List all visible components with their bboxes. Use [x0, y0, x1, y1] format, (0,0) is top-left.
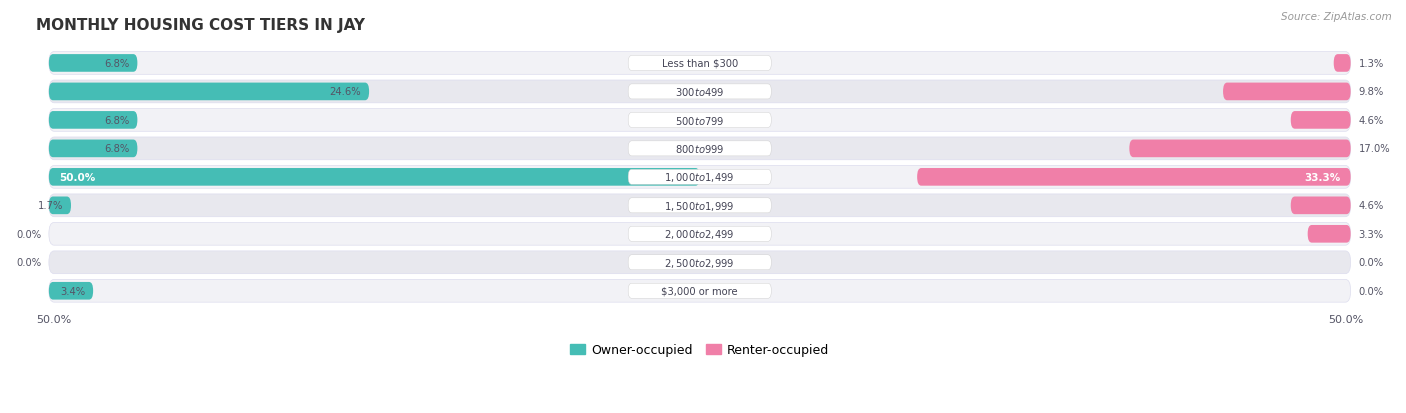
Text: $800 to $999: $800 to $999 — [675, 143, 724, 155]
Text: $3,000 or more: $3,000 or more — [661, 286, 738, 296]
FancyBboxPatch shape — [49, 52, 1351, 75]
FancyBboxPatch shape — [49, 280, 1351, 302]
Text: 50.0%: 50.0% — [1329, 314, 1364, 324]
FancyBboxPatch shape — [1223, 83, 1351, 101]
FancyBboxPatch shape — [49, 140, 138, 158]
FancyBboxPatch shape — [628, 284, 772, 299]
Text: 24.6%: 24.6% — [329, 87, 361, 97]
Text: $1,000 to $1,499: $1,000 to $1,499 — [665, 171, 735, 184]
FancyBboxPatch shape — [49, 251, 1351, 274]
Text: 3.3%: 3.3% — [1358, 229, 1384, 239]
FancyBboxPatch shape — [1291, 112, 1351, 129]
Text: 1.7%: 1.7% — [38, 201, 63, 211]
FancyBboxPatch shape — [1291, 197, 1351, 215]
Text: 0.0%: 0.0% — [15, 229, 41, 239]
FancyBboxPatch shape — [49, 282, 93, 300]
Text: 33.3%: 33.3% — [1303, 173, 1340, 183]
Text: 50.0%: 50.0% — [59, 173, 96, 183]
Text: 9.8%: 9.8% — [1358, 87, 1384, 97]
FancyBboxPatch shape — [49, 138, 1351, 160]
Text: Source: ZipAtlas.com: Source: ZipAtlas.com — [1281, 12, 1392, 22]
FancyBboxPatch shape — [1129, 140, 1351, 158]
Text: 6.8%: 6.8% — [104, 116, 129, 126]
FancyBboxPatch shape — [917, 169, 1351, 186]
FancyBboxPatch shape — [628, 170, 772, 185]
Text: 4.6%: 4.6% — [1358, 201, 1384, 211]
FancyBboxPatch shape — [628, 56, 772, 71]
FancyBboxPatch shape — [628, 227, 772, 242]
Text: 0.0%: 0.0% — [15, 258, 41, 268]
FancyBboxPatch shape — [1308, 225, 1351, 243]
FancyBboxPatch shape — [49, 197, 70, 215]
Text: $500 to $799: $500 to $799 — [675, 115, 724, 127]
FancyBboxPatch shape — [49, 166, 1351, 189]
FancyBboxPatch shape — [49, 223, 1351, 246]
Text: $2,000 to $2,499: $2,000 to $2,499 — [665, 228, 735, 241]
FancyBboxPatch shape — [49, 195, 1351, 217]
Text: 6.8%: 6.8% — [104, 59, 129, 69]
Text: 6.8%: 6.8% — [104, 144, 129, 154]
Text: Less than $300: Less than $300 — [662, 59, 738, 69]
FancyBboxPatch shape — [628, 255, 772, 270]
Text: 1.3%: 1.3% — [1358, 59, 1384, 69]
Text: $300 to $499: $300 to $499 — [675, 86, 724, 98]
FancyBboxPatch shape — [49, 169, 700, 186]
FancyBboxPatch shape — [49, 81, 1351, 104]
Text: 4.6%: 4.6% — [1358, 116, 1384, 126]
FancyBboxPatch shape — [628, 113, 772, 128]
FancyBboxPatch shape — [1334, 55, 1351, 73]
Text: 0.0%: 0.0% — [1358, 258, 1384, 268]
Text: 50.0%: 50.0% — [35, 314, 72, 324]
FancyBboxPatch shape — [49, 109, 1351, 132]
Text: $1,500 to $1,999: $1,500 to $1,999 — [665, 199, 735, 212]
FancyBboxPatch shape — [628, 85, 772, 100]
FancyBboxPatch shape — [49, 83, 370, 101]
Legend: Owner-occupied, Renter-occupied: Owner-occupied, Renter-occupied — [565, 339, 834, 361]
FancyBboxPatch shape — [628, 198, 772, 214]
FancyBboxPatch shape — [628, 142, 772, 157]
Text: $2,500 to $2,999: $2,500 to $2,999 — [665, 256, 735, 269]
FancyBboxPatch shape — [49, 55, 138, 73]
Text: 17.0%: 17.0% — [1358, 144, 1391, 154]
Text: 0.0%: 0.0% — [1358, 286, 1384, 296]
FancyBboxPatch shape — [49, 112, 138, 129]
Text: MONTHLY HOUSING COST TIERS IN JAY: MONTHLY HOUSING COST TIERS IN JAY — [35, 18, 364, 33]
Text: 3.4%: 3.4% — [60, 286, 86, 296]
